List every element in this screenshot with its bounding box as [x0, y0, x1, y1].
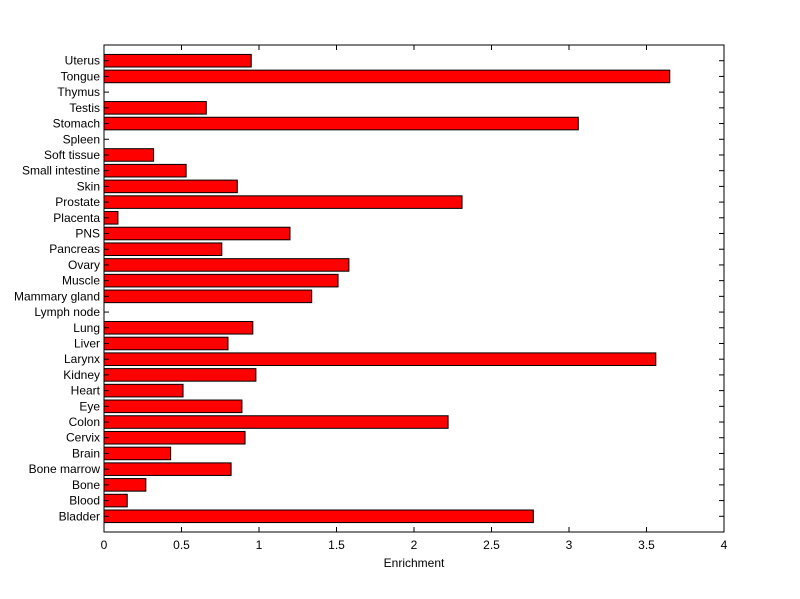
bar-eye — [103, 399, 243, 414]
plot-frame — [103, 44, 725, 533]
x-tick-label: 0.5 — [173, 538, 190, 552]
bar-larynx — [103, 352, 657, 366]
bar-soft-tissue — [103, 148, 155, 162]
y-tick-label: Blood — [69, 494, 100, 508]
y-tick-label: Brain — [72, 446, 100, 460]
y-tick-label: Bone marrow — [29, 462, 101, 476]
bar-mammary-gland — [103, 289, 313, 304]
x-tick-label: 2.5 — [483, 538, 500, 552]
y-tick-label: Skin — [77, 179, 100, 193]
y-tick-label: Muscle — [62, 274, 100, 288]
bar-stomach — [103, 116, 579, 131]
x-tick-label: 1 — [256, 538, 263, 552]
y-tick-label: Prostate — [55, 195, 100, 209]
bar-uterus — [103, 53, 252, 68]
x-axis-ticks: 0 0.5 1 1.5 2 2.5 3 3.5 4 — [101, 45, 728, 552]
bar-cervix — [103, 430, 246, 445]
y-tick-label: Spleen — [63, 132, 100, 146]
y-tick-label: Soft tissue — [44, 148, 100, 162]
y-tick-label: Eye — [79, 399, 100, 413]
y-tick-label: Colon — [69, 415, 100, 429]
bar-bone-marrow — [103, 462, 232, 476]
bar-pancreas — [103, 242, 223, 257]
bar-prostate — [103, 195, 463, 209]
bar-ovary — [103, 258, 350, 272]
x-tick-label: 1.5 — [328, 538, 345, 552]
y-tick-label: Mammary gland — [14, 289, 100, 303]
y-tick-label: Lung — [73, 321, 100, 335]
y-tick-label: Small intestine — [22, 164, 100, 178]
y-tick-label: Uterus — [65, 54, 100, 68]
x-tick-label: 3.5 — [638, 538, 655, 552]
bar-brain — [103, 446, 172, 461]
y-tick-label: Thymus — [57, 85, 100, 99]
y-tick-label: Liver — [74, 336, 100, 350]
bar-heart — [103, 383, 184, 398]
y-tick-label: Heart — [71, 384, 101, 398]
bar-colon — [103, 415, 449, 429]
x-axis-label: Enrichment — [384, 556, 445, 570]
y-tick-label: Placenta — [53, 211, 100, 225]
x-tick-label: 4 — [721, 538, 728, 552]
x-tick-label: 3 — [566, 538, 573, 552]
bar-testis — [103, 101, 207, 115]
y-tick-label: Bladder — [59, 509, 100, 523]
y-tick-label: Pancreas — [49, 242, 100, 256]
bar-muscle — [103, 273, 339, 288]
bar-kidney — [103, 368, 257, 382]
y-tick-label: Kidney — [63, 368, 100, 382]
y-tick-label: Testis — [69, 101, 100, 115]
y-tick-label: Larynx — [64, 352, 100, 366]
y-tick-label: PNS — [75, 227, 100, 241]
x-tick-label: 0 — [101, 538, 108, 552]
y-tick-label: Stomach — [53, 117, 100, 131]
bar-small-intestine — [103, 163, 187, 178]
bar-pns — [103, 226, 291, 241]
y-tick-label: Tongue — [61, 69, 101, 83]
y-tick-label: Bone — [72, 478, 100, 492]
bar-bone — [103, 478, 147, 492]
x-tick-label: 2 — [411, 538, 418, 552]
bar-lung — [103, 320, 254, 335]
y-tick-label: Lymph node — [34, 305, 100, 319]
y-tick-label: Cervix — [66, 431, 100, 445]
y-tick-label: Ovary — [68, 258, 100, 272]
bar-tongue — [103, 69, 671, 84]
bar-skin — [103, 179, 238, 194]
bar-liver — [103, 336, 229, 351]
bar-bladder — [103, 509, 534, 524]
